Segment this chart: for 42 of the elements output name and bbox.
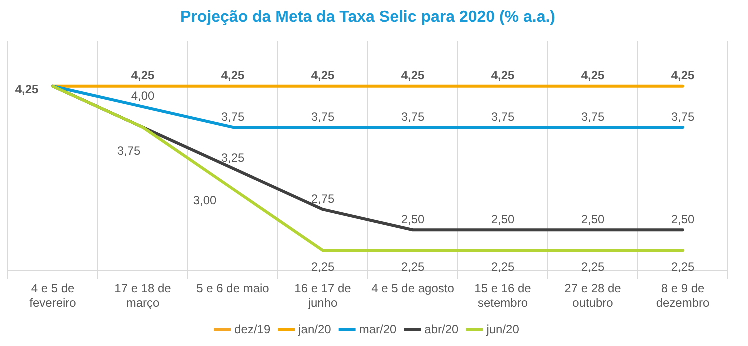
data-label: 4,00 — [131, 89, 155, 104]
data-label: 4,25 — [401, 68, 425, 83]
data-label: 4,25 — [671, 68, 695, 83]
data-label: 3,75 — [581, 110, 605, 124]
data-label: 2,50 — [581, 212, 605, 226]
data-label: 2,25 — [401, 260, 425, 274]
legend-label: jan/20 — [298, 322, 332, 336]
data-label: 4,25 — [311, 68, 335, 83]
x-tick-label: 17 e 18 de março — [114, 282, 172, 310]
x-tick-label: 4 e 5 de fevereiro — [30, 282, 77, 310]
legend-label: jun/20 — [486, 322, 520, 336]
x-tick-label: 16 e 17 de junho — [294, 282, 352, 310]
data-label: 4,25 — [131, 68, 155, 83]
x-tick-label: 15 e 16 de setembro — [474, 282, 532, 310]
data-label: 3,75 — [311, 110, 335, 124]
chart-title: Projeção da Meta da Taxa Selic para 2020 (% a.a.) — [180, 9, 556, 26]
x-tick-label: 5 e 6 de maio — [196, 282, 270, 296]
data-label: 2,50 — [401, 212, 425, 226]
data-label: 2,25 — [581, 260, 605, 274]
data-label: 3,25 — [221, 150, 245, 165]
data-label: 2,75 — [311, 192, 335, 206]
data-label: 3,75 — [671, 110, 695, 124]
data-label: 4,25 — [491, 68, 515, 83]
data-label: 3,75 — [117, 144, 141, 158]
data-label: 2,25 — [671, 260, 695, 274]
data-label: 4,25 — [581, 68, 605, 83]
x-tick-label: 4 e 5 de agosto — [372, 282, 455, 296]
legend-label: mar/20 — [359, 322, 397, 336]
legend-label: dez/19 — [234, 322, 271, 336]
data-label: 3,75 — [401, 110, 425, 124]
data-label: 3,00 — [193, 193, 217, 208]
x-tick-label: 8 e 9 de dezembro — [656, 282, 710, 310]
data-label: 2,25 — [311, 260, 335, 274]
data-label: 4,25 — [15, 82, 39, 97]
data-label: 4,25 — [221, 68, 245, 83]
x-tick-label: 27 e 28 de outubro — [564, 282, 622, 310]
data-label: 2,50 — [491, 212, 515, 226]
data-label: 2,25 — [491, 260, 515, 274]
data-label: 2,50 — [671, 212, 695, 226]
legend-label: abr/20 — [424, 322, 460, 336]
data-label: 3,75 — [491, 110, 515, 124]
data-label: 3,75 — [221, 110, 245, 124]
